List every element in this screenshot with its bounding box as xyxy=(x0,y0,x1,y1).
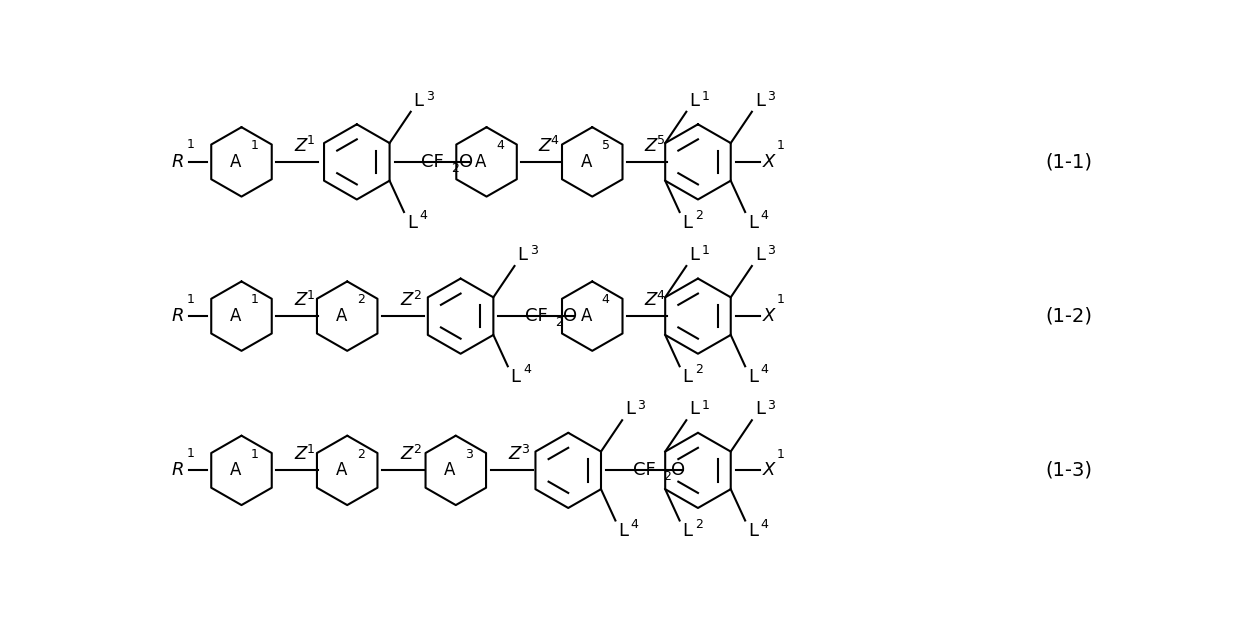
Text: L: L xyxy=(755,246,765,264)
Text: 4: 4 xyxy=(657,289,665,302)
Text: 1: 1 xyxy=(187,447,195,459)
Text: O: O xyxy=(459,153,472,171)
Text: CF: CF xyxy=(525,307,548,325)
Text: L: L xyxy=(755,92,765,110)
Text: 2: 2 xyxy=(357,448,365,461)
Text: R: R xyxy=(171,153,184,171)
Text: 3: 3 xyxy=(521,443,529,456)
Text: 1: 1 xyxy=(250,139,259,152)
Text: L: L xyxy=(755,400,765,418)
Text: 1: 1 xyxy=(777,294,785,307)
Text: 4: 4 xyxy=(760,363,769,376)
Text: X: X xyxy=(763,153,775,171)
Text: A: A xyxy=(444,461,456,480)
Text: 2: 2 xyxy=(556,316,563,329)
Text: L: L xyxy=(682,523,692,540)
Text: 1: 1 xyxy=(187,138,195,151)
Text: L: L xyxy=(625,400,635,418)
Text: 4: 4 xyxy=(419,209,428,222)
Text: (1-3): (1-3) xyxy=(1045,461,1092,480)
Text: L: L xyxy=(619,523,629,540)
Text: A: A xyxy=(231,307,242,325)
Text: 2: 2 xyxy=(663,470,671,483)
Text: 1: 1 xyxy=(308,135,315,148)
Text: R: R xyxy=(171,461,184,480)
Text: 1: 1 xyxy=(250,294,259,307)
Text: A: A xyxy=(231,153,242,171)
Text: A: A xyxy=(336,461,347,480)
Text: A: A xyxy=(580,153,593,171)
Text: 3: 3 xyxy=(529,244,538,257)
Text: R: R xyxy=(171,307,184,325)
Text: 2: 2 xyxy=(357,294,365,307)
Text: CF: CF xyxy=(420,153,444,171)
Text: 4: 4 xyxy=(523,363,531,376)
Text: L: L xyxy=(414,92,424,110)
Text: 4: 4 xyxy=(760,518,769,531)
Text: 4: 4 xyxy=(551,135,558,148)
Text: 3: 3 xyxy=(768,399,775,411)
Text: Z: Z xyxy=(401,445,413,463)
Text: L: L xyxy=(689,246,699,264)
Text: L: L xyxy=(689,92,699,110)
Text: Z: Z xyxy=(645,136,657,155)
Text: 1: 1 xyxy=(777,139,785,152)
Text: 2: 2 xyxy=(413,443,420,456)
Text: (1-1): (1-1) xyxy=(1045,152,1092,172)
Text: 3: 3 xyxy=(465,448,474,461)
Text: 1: 1 xyxy=(250,448,259,461)
Text: Z: Z xyxy=(538,136,551,155)
Text: 1: 1 xyxy=(702,90,709,103)
Text: O: O xyxy=(563,307,578,325)
Text: A: A xyxy=(580,307,593,325)
Text: L: L xyxy=(407,214,417,232)
Text: 5: 5 xyxy=(601,139,610,152)
Text: Z: Z xyxy=(295,136,306,155)
Text: L: L xyxy=(748,214,758,232)
Text: 1: 1 xyxy=(308,443,315,456)
Text: 2: 2 xyxy=(413,289,420,302)
Text: L: L xyxy=(748,523,758,540)
Text: X: X xyxy=(763,307,775,325)
Text: 2: 2 xyxy=(694,363,703,376)
Text: 2: 2 xyxy=(451,162,459,175)
Text: 2: 2 xyxy=(694,209,703,222)
Text: 4: 4 xyxy=(601,294,610,307)
Text: Z: Z xyxy=(645,291,657,309)
Text: 1: 1 xyxy=(187,292,195,305)
Text: L: L xyxy=(748,368,758,386)
Text: 1: 1 xyxy=(702,244,709,257)
Text: Z: Z xyxy=(401,291,413,309)
Text: A: A xyxy=(475,153,486,171)
Text: 4: 4 xyxy=(496,139,503,152)
Text: O: O xyxy=(671,461,686,480)
Text: Z: Z xyxy=(295,445,306,463)
Text: L: L xyxy=(682,214,692,232)
Text: L: L xyxy=(511,368,521,386)
Text: 5: 5 xyxy=(657,135,665,148)
Text: Z: Z xyxy=(295,291,306,309)
Text: X: X xyxy=(763,461,775,480)
Text: 3: 3 xyxy=(427,90,434,103)
Text: L: L xyxy=(682,368,692,386)
Text: 3: 3 xyxy=(637,399,645,411)
Text: Z: Z xyxy=(508,445,521,463)
Text: 4: 4 xyxy=(760,209,769,222)
Text: 2: 2 xyxy=(694,518,703,531)
Text: A: A xyxy=(336,307,347,325)
Text: 4: 4 xyxy=(631,518,639,531)
Text: 1: 1 xyxy=(702,399,709,411)
Text: 3: 3 xyxy=(768,90,775,103)
Text: 3: 3 xyxy=(768,244,775,257)
Text: A: A xyxy=(231,461,242,480)
Text: (1-2): (1-2) xyxy=(1045,307,1092,326)
Text: 1: 1 xyxy=(308,289,315,302)
Text: 1: 1 xyxy=(777,448,785,461)
Text: L: L xyxy=(517,246,527,264)
Text: CF: CF xyxy=(632,461,656,480)
Text: L: L xyxy=(689,400,699,418)
